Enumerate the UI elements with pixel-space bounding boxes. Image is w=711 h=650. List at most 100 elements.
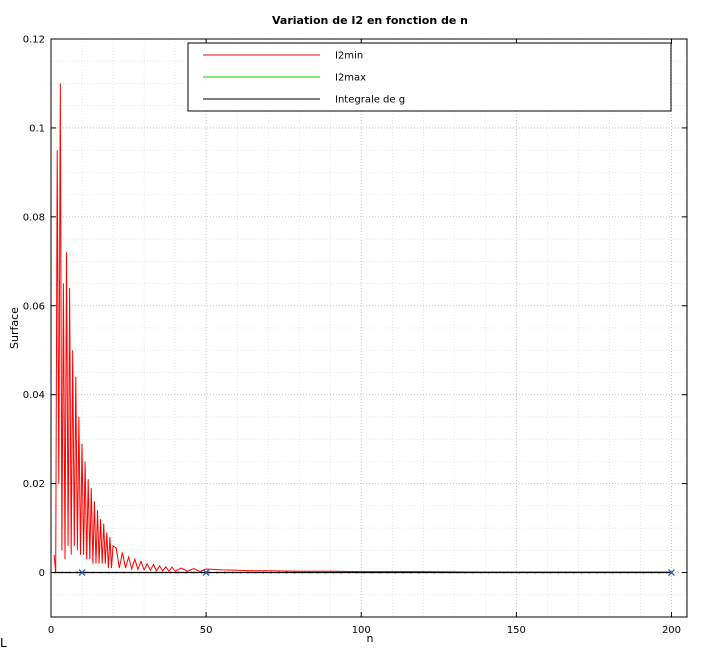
series-marker-integrale-de-g [324,571,327,574]
series-marker-integrale-de-g [394,571,397,574]
plot-area [53,83,675,576]
corner-glyph: L [0,636,7,650]
marker-stroke [202,569,210,576]
series-marker-integrale-de-g [402,571,405,574]
chart-title: Variation de I2 en fonction de n [272,14,468,27]
x-tick-label: 100 [352,625,371,636]
series-marker-integrale-de-g [495,571,498,574]
series-marker-integrale-de-g [425,571,428,574]
series-marker-integrale-de-g [161,571,164,574]
series-marker-integrale-de-g [658,571,660,574]
series-marker-integrale-de-g [177,571,180,574]
series-marker-integrale-de-g [130,571,133,574]
series-marker-integrale-de-g [371,571,374,574]
legend-label-i2min: I2min [335,51,363,62]
series-marker-integrale-de-g [84,571,87,574]
series-marker-integrale-de-g [123,571,125,574]
y-axis-label: Surface [8,307,21,349]
x-tick-label: 200 [662,625,681,636]
series-marker-integrale-de-g [378,571,381,574]
series-marker-integrale-de-g [309,571,311,574]
series-marker-integrale-de-g [456,571,459,574]
series-marker-integrale-de-g [270,571,273,574]
series-marker-integrale-de-g [262,571,265,574]
series-marker-integrale-de-g [278,571,280,574]
series-marker-integrale-de-g [332,571,335,574]
series-marker-integrale-de-g [254,571,257,574]
y-tick-label: 0.06 [23,301,45,312]
marker-x [78,569,86,576]
series-marker-integrale-de-g [216,571,218,574]
series-marker-integrale-de-g [91,571,94,574]
series-marker-integrale-de-g [611,571,614,574]
series-marker-integrale-de-g [565,571,567,574]
series-marker-integrale-de-g [572,571,575,574]
series-marker-integrale-de-g [503,571,505,574]
series-marker-integrale-de-g [441,571,443,574]
series-marker-integrale-de-g [534,571,536,574]
series-marker-integrale-de-g [650,571,653,574]
series-marker-integrale-de-g [665,571,668,574]
series-marker-integrale-de-g [386,571,389,574]
series-marker-integrale-de-g [487,571,490,574]
marker-stroke [78,569,86,576]
y-tick-label: 0.12 [23,35,45,46]
series-marker-integrale-de-g [115,571,118,574]
marker-stroke [668,569,675,576]
series-marker-integrale-de-g [293,571,296,574]
series-marker-integrale-de-g [146,571,149,574]
series-marker-integrale-de-g [580,571,583,574]
series-marker-integrale-de-g [231,571,234,574]
series-marker-integrale-de-g [200,571,203,574]
x-axis-label: n [367,632,374,645]
series-marker-integrale-de-g [433,571,436,574]
legend-label-i2max: I2max [335,73,366,84]
series-marker-integrale-de-g [557,571,560,574]
series-marker-integrale-de-g [301,571,304,574]
series-marker-integrale-de-g [448,571,451,574]
x-tick-label: 0 [48,625,54,636]
series-marker-integrale-de-g [588,571,591,574]
series-marker-integrale-de-g [409,571,412,574]
series-marker-integrale-de-g [99,571,102,574]
series-marker-integrale-de-g [642,571,645,574]
y-tick-label: 0.1 [29,123,45,134]
legend-label-integrale-de-g: Integrale de g [335,95,405,106]
series-marker-integrale-de-g [316,571,319,574]
series-marker-integrale-de-g [549,571,552,574]
series-marker-integrale-de-g [285,571,288,574]
series-marker-integrale-de-g [526,571,529,574]
series-marker-integrale-de-g [363,571,366,574]
y-tick-label: 0.02 [23,479,45,490]
y-tick-label: 0.08 [23,212,45,223]
series-marker-integrale-de-g [464,571,467,574]
series-marker-integrale-de-g [596,571,598,574]
legend: I2min I2max Integrale de g [187,42,672,112]
x-tick-label: 150 [507,625,526,636]
series-marker-integrale-de-g [510,571,513,574]
series-marker-integrale-de-g [518,571,521,574]
grid [50,38,687,618]
series-marker-integrale-de-g [192,571,195,574]
series-marker-integrale-de-g [627,571,629,574]
series-marker-integrale-de-g [107,571,110,574]
series-marker-integrale-de-g [138,571,141,574]
series-marker-integrale-de-g [169,571,172,574]
series-marker-integrale-de-g [60,571,63,574]
series-marker-integrale-de-g [472,571,474,574]
marker-x [668,569,675,576]
x-tick-label: 50 [200,625,213,636]
series-marker-integrale-de-g [603,571,606,574]
series-marker-integrale-de-g [355,571,358,574]
y-tick-label: 0 [39,568,45,579]
series-marker-integrale-de-g [347,571,350,574]
series-marker-integrale-de-g [479,571,482,574]
series-marker-integrale-de-g [185,571,187,574]
series-marker-integrale-de-g [154,571,156,574]
marker-x [202,569,210,576]
series-marker-integrale-de-g [417,571,420,574]
series-marker-integrale-de-g [619,571,622,574]
series-marker-integrale-de-g [239,571,242,574]
plot-frame [50,38,688,618]
series-marker-integrale-de-g [68,571,71,574]
